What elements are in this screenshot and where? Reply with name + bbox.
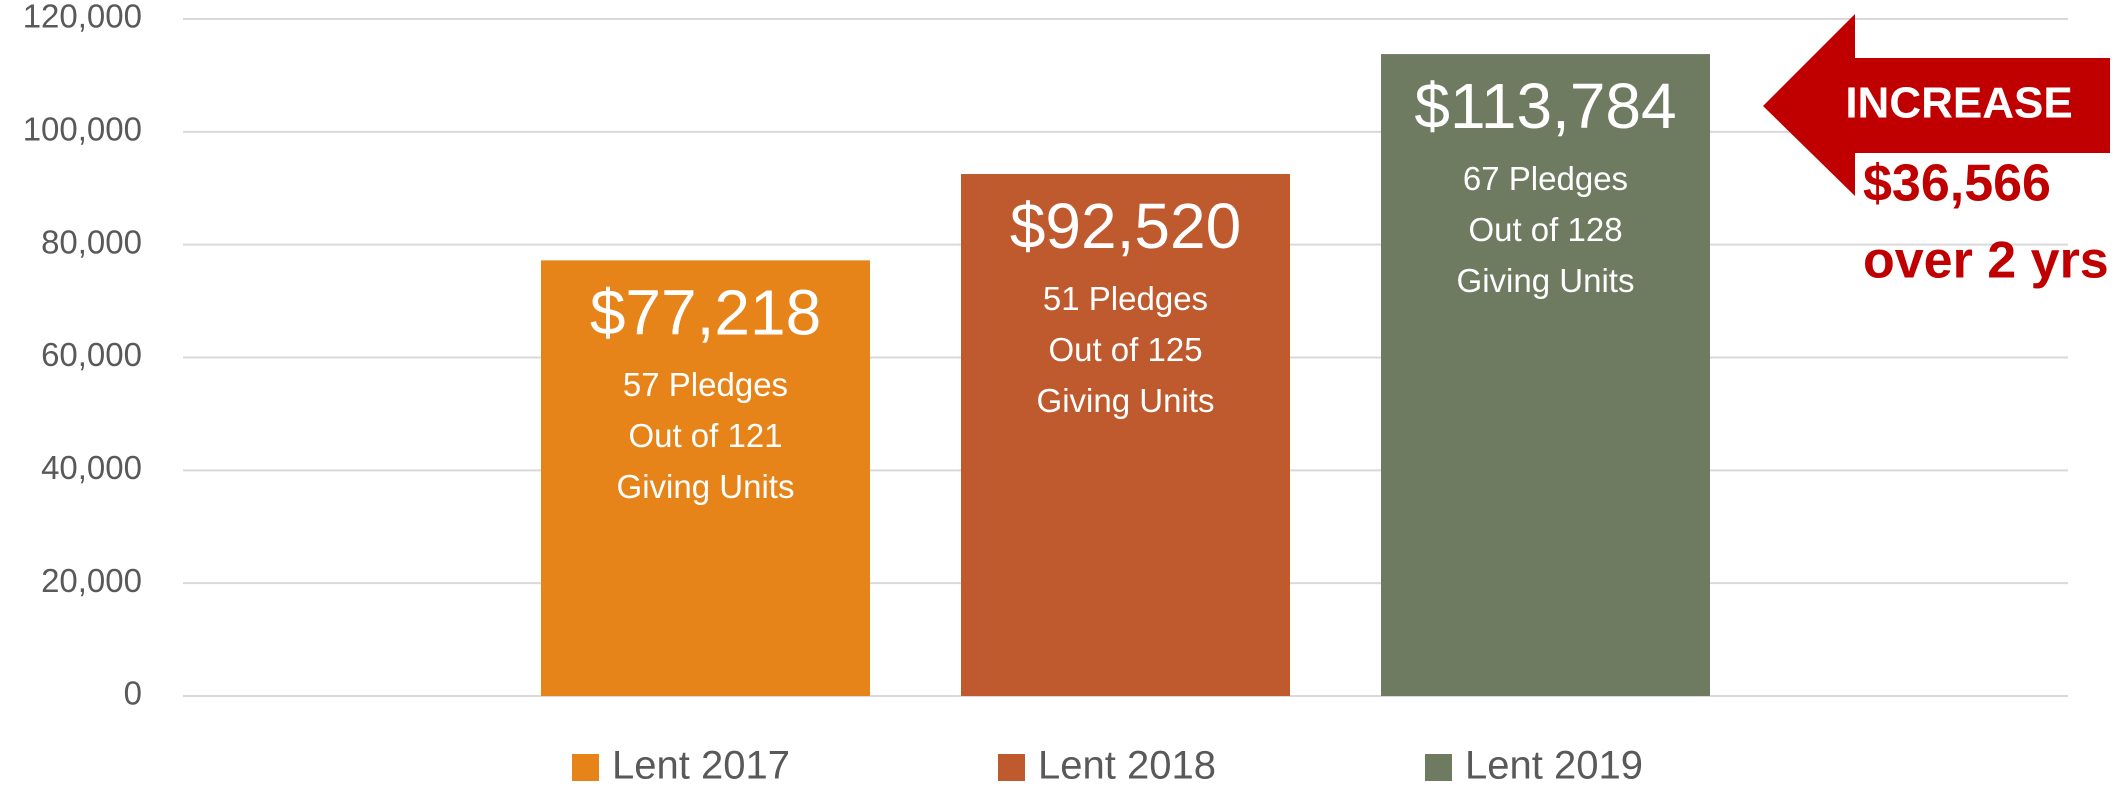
bar xyxy=(541,260,870,696)
legend-swatch xyxy=(1425,754,1452,781)
y-tick-label: 40,000 xyxy=(41,449,142,486)
data-detail: 67 Pledges xyxy=(1463,160,1628,197)
legend-label: Lent 2018 xyxy=(1038,744,1216,788)
data-detail: 57 Pledges xyxy=(623,366,788,403)
annotation-label: INCREASE xyxy=(1845,79,2072,128)
legend-swatch xyxy=(998,754,1025,781)
annotation-amount: $36,566 xyxy=(1863,155,2051,213)
data-detail: 51 Pledges xyxy=(1043,280,1208,317)
annotation-period: over 2 yrs xyxy=(1863,232,2109,290)
y-tick-label: 20,000 xyxy=(41,562,142,599)
bar xyxy=(1381,54,1710,696)
annotation-arrow xyxy=(1763,14,2110,196)
data-label: $92,520 xyxy=(1010,190,1241,262)
legend-swatch xyxy=(572,754,599,781)
data-detail: Out of 125 xyxy=(1048,331,1202,368)
y-tick-label: 60,000 xyxy=(41,336,142,373)
data-detail: Out of 128 xyxy=(1468,211,1622,248)
legend-label: Lent 2017 xyxy=(612,744,790,788)
y-tick-label: 120,000 xyxy=(23,0,142,35)
y-tick-label: 80,000 xyxy=(41,223,142,260)
legend-label: Lent 2019 xyxy=(1465,744,1643,788)
data-detail: Giving Units xyxy=(617,468,795,505)
y-tick-label: 100,000 xyxy=(23,111,142,148)
data-label: $77,218 xyxy=(590,276,821,348)
data-detail: Out of 121 xyxy=(628,417,782,454)
data-label: $113,784 xyxy=(1414,70,1676,142)
data-detail: Giving Units xyxy=(1457,262,1635,299)
data-detail: Giving Units xyxy=(1037,382,1215,419)
bar xyxy=(961,174,1290,696)
y-tick-label: 0 xyxy=(124,675,142,712)
